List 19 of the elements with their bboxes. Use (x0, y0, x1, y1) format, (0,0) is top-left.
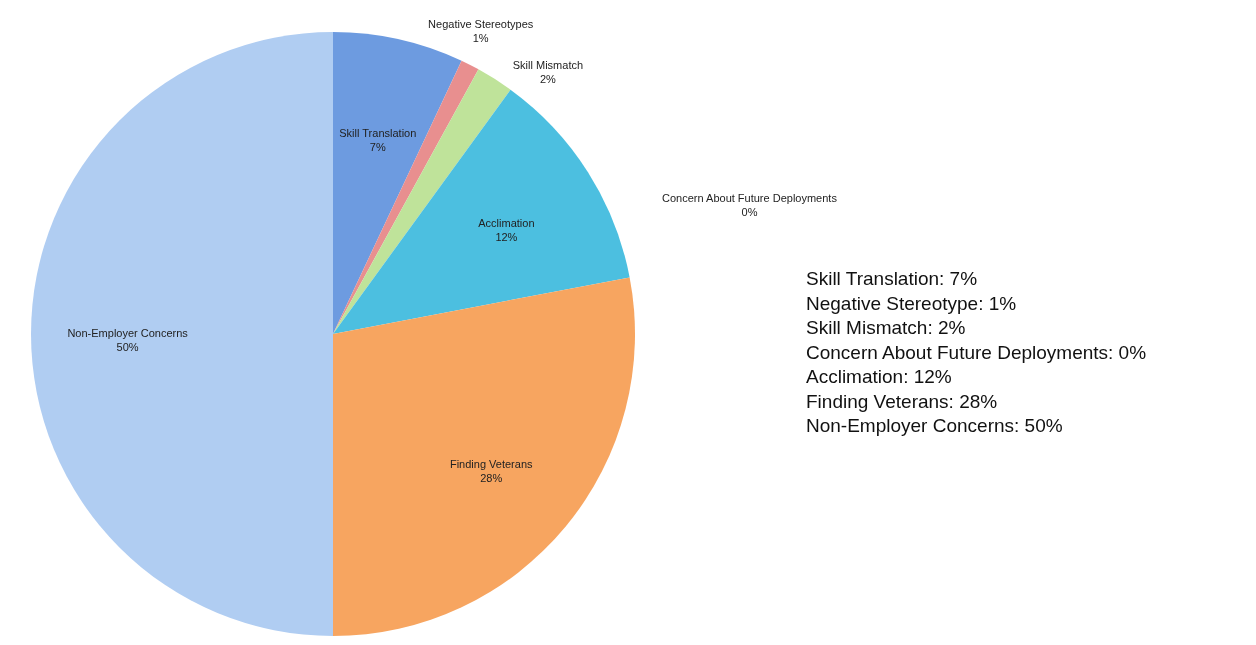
slice-label: Negative Stereotypes (428, 17, 534, 30)
pie-slice (333, 32, 462, 334)
slice-label: Non-Employer Concerns (67, 327, 189, 339)
pie-slice (333, 89, 630, 334)
slice-label: Skill Mismatch (512, 59, 584, 72)
slice-label: Finding Veterans (449, 457, 534, 470)
data-label: 1% (472, 31, 489, 44)
data-label: 50% (116, 341, 139, 353)
pie-slice (333, 277, 635, 636)
data-label: 2% (539, 73, 557, 86)
category-label: Concern About Future Deployments (662, 191, 837, 204)
data-label: 7% (369, 140, 386, 153)
data-label: 28% (480, 471, 503, 484)
data-label: 12% (495, 230, 518, 243)
text: Skill Translation: 7% Negative Stereotype: 1% Skill Mismatch: 2% Concern About Future Deployments: 0% Acclimation: 12% Finding Veterans: 28% Non-Employer Concerns: 50% (806, 268, 1147, 436)
slice-label: Acclimation (478, 216, 535, 229)
text: 0% (741, 205, 758, 218)
slice-label: Skill Translation (339, 126, 417, 139)
pie-slice (31, 32, 333, 636)
